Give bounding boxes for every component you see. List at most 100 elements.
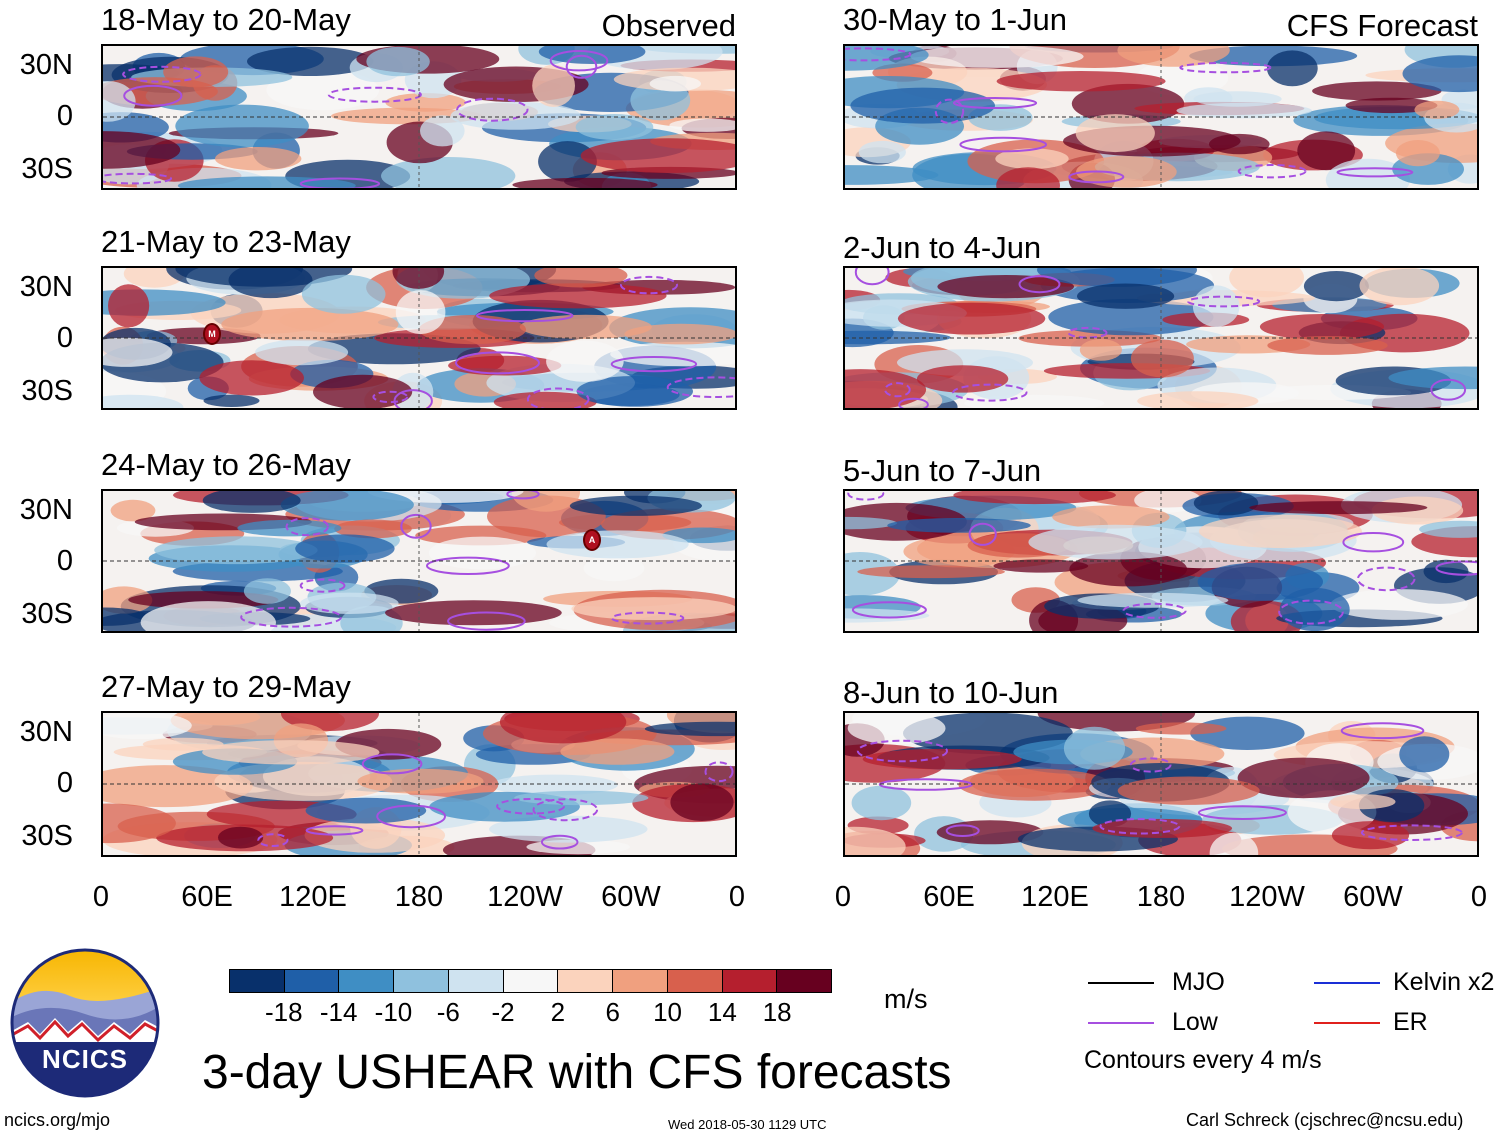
low-contour [934,98,965,125]
low-contour [856,739,948,763]
low-contour [854,268,890,286]
shear-anomaly [247,46,374,76]
shear-anomaly [1297,131,1356,171]
shear-anomaly [1193,91,1282,107]
shear-field [103,46,735,188]
low-contour [361,753,423,775]
map-obs-2: A [101,489,737,633]
shear-anomaly [532,64,575,107]
shear-anomaly [1303,271,1369,302]
shear-anomaly [203,394,260,407]
colorbar-tick-label: 18 [762,997,792,1027]
low-contour [540,834,579,850]
shear-anomaly [489,283,667,309]
lon-label: 0 [1470,881,1488,913]
shear-anomaly [850,87,995,124]
lon-label: 120E [1021,881,1089,913]
footer-author: Carl Schreck (cjschrec@ncsu.edu) [1186,1110,1464,1130]
shear-anomaly [996,71,1166,92]
shear-anomaly [175,268,353,287]
shear-anomaly [199,360,304,396]
low-contour [240,606,343,628]
shear-anomaly [1076,156,1177,188]
panel-title-fc-2: 5-Jun to 7-Jun [843,453,1042,488]
shear-anomaly [546,530,689,559]
lat-label: 30N [19,49,73,81]
shear-anomaly [993,559,1089,573]
shear-anomaly [580,138,735,173]
shear-anomaly [1259,314,1385,340]
low-contour [847,491,885,501]
shear-anomaly [1402,55,1477,93]
shear-anomaly [1092,818,1233,838]
shear-anomaly [1077,592,1229,608]
shear-anomaly [1395,140,1440,167]
shear-anomaly [305,797,427,824]
forecast-label: CFS Forecast [1286,8,1478,43]
lon-label: 60E [923,881,975,913]
shear-anomaly [1419,520,1477,538]
shear-anomaly [450,101,581,130]
shear-anomaly [583,555,645,582]
colorbar-box [503,970,559,992]
low-contour [455,351,540,375]
colorbar-box [284,970,340,992]
shear-anomaly [142,737,224,751]
shear-anomaly [897,302,1046,335]
shear-anomaly [108,284,150,328]
lon-label: 0 [728,881,746,913]
shear-anomaly [103,765,253,808]
storm-marker: A [583,529,601,551]
shear-anomaly [103,337,173,367]
low-contour [620,275,678,295]
colorbar [229,969,832,993]
shear-field [103,491,735,631]
low-contour [704,761,734,783]
footer-timestamp: Wed 2018-05-30 1129 UTC [668,1117,827,1132]
shear-anomaly [1198,514,1362,548]
shear-anomaly [381,157,516,188]
shear-anomaly [395,290,446,335]
colorbar-unit: m/s [884,984,928,1014]
shear-anomaly [887,518,1031,533]
shear-anomaly [1130,339,1194,378]
colorbar-box [722,970,778,992]
lon-label: 60E [181,881,233,913]
legend-line-mjo [1088,982,1154,984]
colorbar-tick-label: 6 [605,997,620,1027]
shear-anomaly [560,738,675,765]
shear-anomaly [103,713,192,740]
shear-anomaly [1249,501,1428,515]
shear-anomaly [1075,114,1155,153]
low-contour [898,397,929,408]
shear-anomaly [1077,283,1175,309]
panel-title-obs-1: 21-May to 23-May [101,224,351,259]
shear-anomaly [1331,821,1410,850]
lat-label: 30N [19,271,73,303]
colorbar-tick-label: -18 [265,997,303,1027]
shear-anomaly [366,46,430,77]
low-contour [257,833,289,847]
shear-anomaly [512,177,658,188]
shear-field [845,713,1477,855]
shear-anomaly [1193,491,1259,516]
panel-title-fc-0: 30-May to 1-Jun [843,2,1067,37]
shear-anomaly [1190,716,1305,750]
shear-anomaly [845,826,906,855]
colorbar-tick-label: 14 [707,997,737,1027]
shear-anomaly [847,713,946,745]
low-contour [1018,275,1061,294]
shear-anomaly [110,499,156,522]
shear-anomaly [103,586,153,614]
low-contour [299,578,346,593]
logo-text: NCICS [42,1044,128,1074]
lat-label: 30S [21,153,73,185]
shear-anomaly [995,148,1069,170]
footer-site: ncics.org/mjo [4,1110,111,1130]
low-contour [1430,378,1467,401]
lat-label: 30S [21,375,73,407]
colorbar-tick-label: 10 [653,997,682,1027]
colorbar-tick-label: -2 [491,997,515,1027]
shear-anomaly [851,785,912,821]
shear-anomaly [418,315,526,345]
